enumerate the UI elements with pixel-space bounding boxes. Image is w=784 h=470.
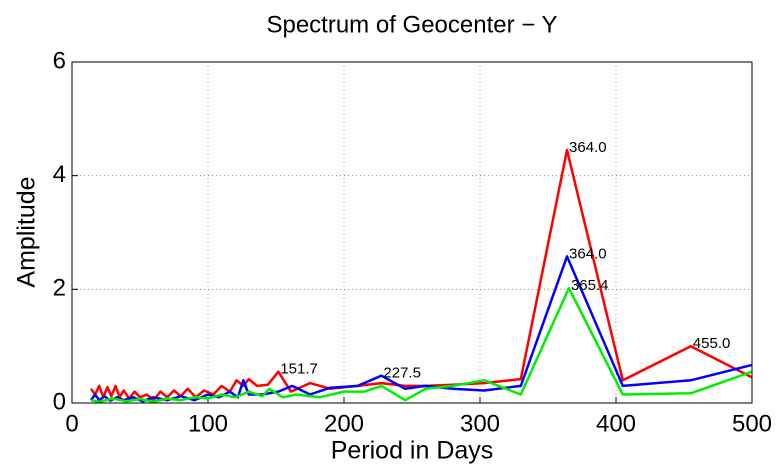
x-tick-label: 0 [65, 410, 78, 437]
x-tick-label: 500 [732, 410, 772, 437]
annotation: 365.4 [571, 277, 609, 294]
x-tick-label: 400 [596, 410, 636, 437]
annotation: 364.0 [569, 139, 607, 156]
annotation: 227.5 [383, 365, 421, 382]
series-line [90, 286, 753, 404]
x-tick-label: 200 [324, 410, 364, 437]
x-axis-label: Period in Days [331, 437, 494, 465]
annotation: 364.0 [569, 245, 607, 262]
y-tick-label: 0 [53, 388, 66, 415]
y-tick-label: 4 [53, 161, 66, 188]
series-line [89, 255, 753, 403]
series-line [89, 148, 753, 402]
y-tick-label: 2 [53, 275, 66, 302]
annotation: 455.0 [693, 335, 731, 352]
annotation: 151.7 [280, 361, 318, 378]
x-tick-label: 300 [460, 410, 500, 437]
plot-frame [71, 61, 753, 404]
chart-title: Spectrum of Geocenter − Y [266, 11, 557, 38]
y-axis-label: Amplitude [13, 176, 41, 287]
y-tick-label: 6 [53, 47, 66, 74]
x-tick-label: 100 [188, 410, 228, 437]
